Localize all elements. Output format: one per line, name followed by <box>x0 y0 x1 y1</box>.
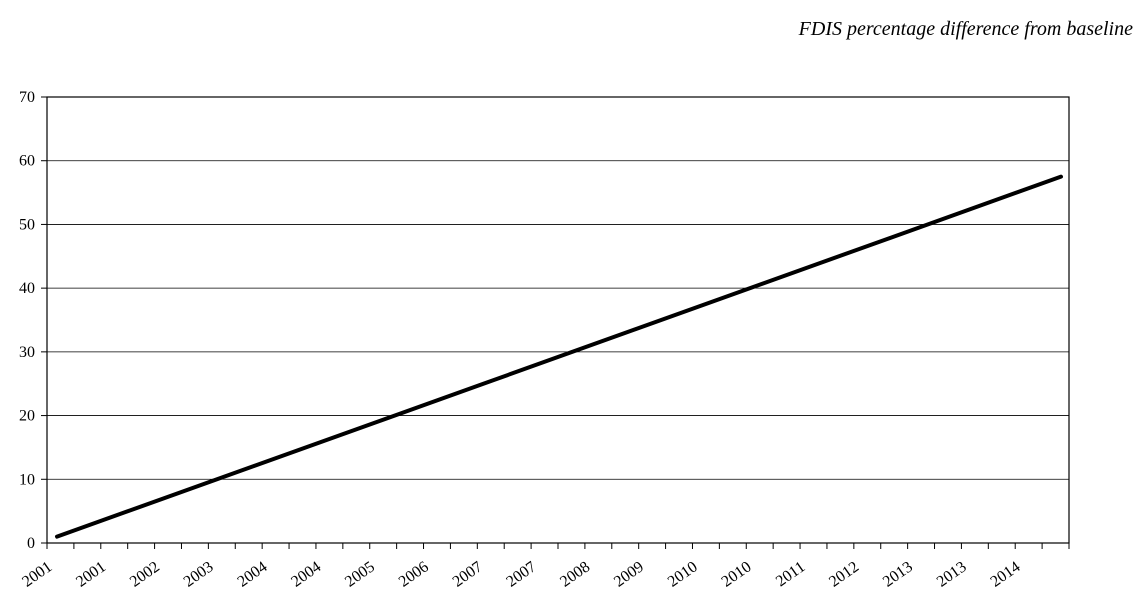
x-tick-label: 2005 <box>342 558 378 590</box>
x-axis: 2001 2001 2002 2003 2004 2004 2005 2006 2007 2007… <box>19 543 1070 591</box>
y-tick-label: 70 <box>19 89 35 106</box>
chart-title: FDIS percentage difference from baseline <box>798 18 1133 40</box>
x-tick-label: 2004 <box>234 558 270 590</box>
plot-frame <box>46 96 1070 544</box>
x-tick-label: 2008 <box>557 558 593 590</box>
series-line-0 <box>55 174 1063 539</box>
y-tick-label: 40 <box>19 280 35 297</box>
y-tick-label: 0 <box>27 535 35 552</box>
gridlines <box>47 160 1069 480</box>
x-tick-label: 2001 <box>19 558 55 590</box>
y-tick-label: 30 <box>19 344 35 361</box>
x-tick-label: 2002 <box>127 558 163 590</box>
x-tick-label: 2009 <box>611 558 647 590</box>
x-tick-label: 2001 <box>73 558 109 590</box>
y-tick-label: 10 <box>19 471 35 488</box>
x-tick-label: 2013 <box>880 558 916 590</box>
x-tick-label: 2004 <box>288 558 324 590</box>
x-tick-label: 2013 <box>934 558 970 590</box>
y-axis: 0 10 20 30 40 50 60 70 <box>19 89 47 552</box>
x-tick-label: 2006 <box>396 558 432 590</box>
x-tick-label: 2012 <box>826 558 862 590</box>
x-tick-label: 2007 <box>450 558 486 590</box>
x-tick-label: 2010 <box>719 558 755 590</box>
x-tick-label: 2010 <box>665 558 701 590</box>
y-tick-label: 50 <box>19 216 35 233</box>
x-tick-label: 2003 <box>181 558 217 590</box>
series-layer <box>55 174 1063 539</box>
y-tick-label: 20 <box>19 408 35 425</box>
x-tick-label: 2011 <box>773 558 808 590</box>
x-tick-label: 2007 <box>503 558 539 590</box>
y-tick-label: 60 <box>19 153 35 170</box>
x-tick-label: 2014 <box>988 558 1024 590</box>
